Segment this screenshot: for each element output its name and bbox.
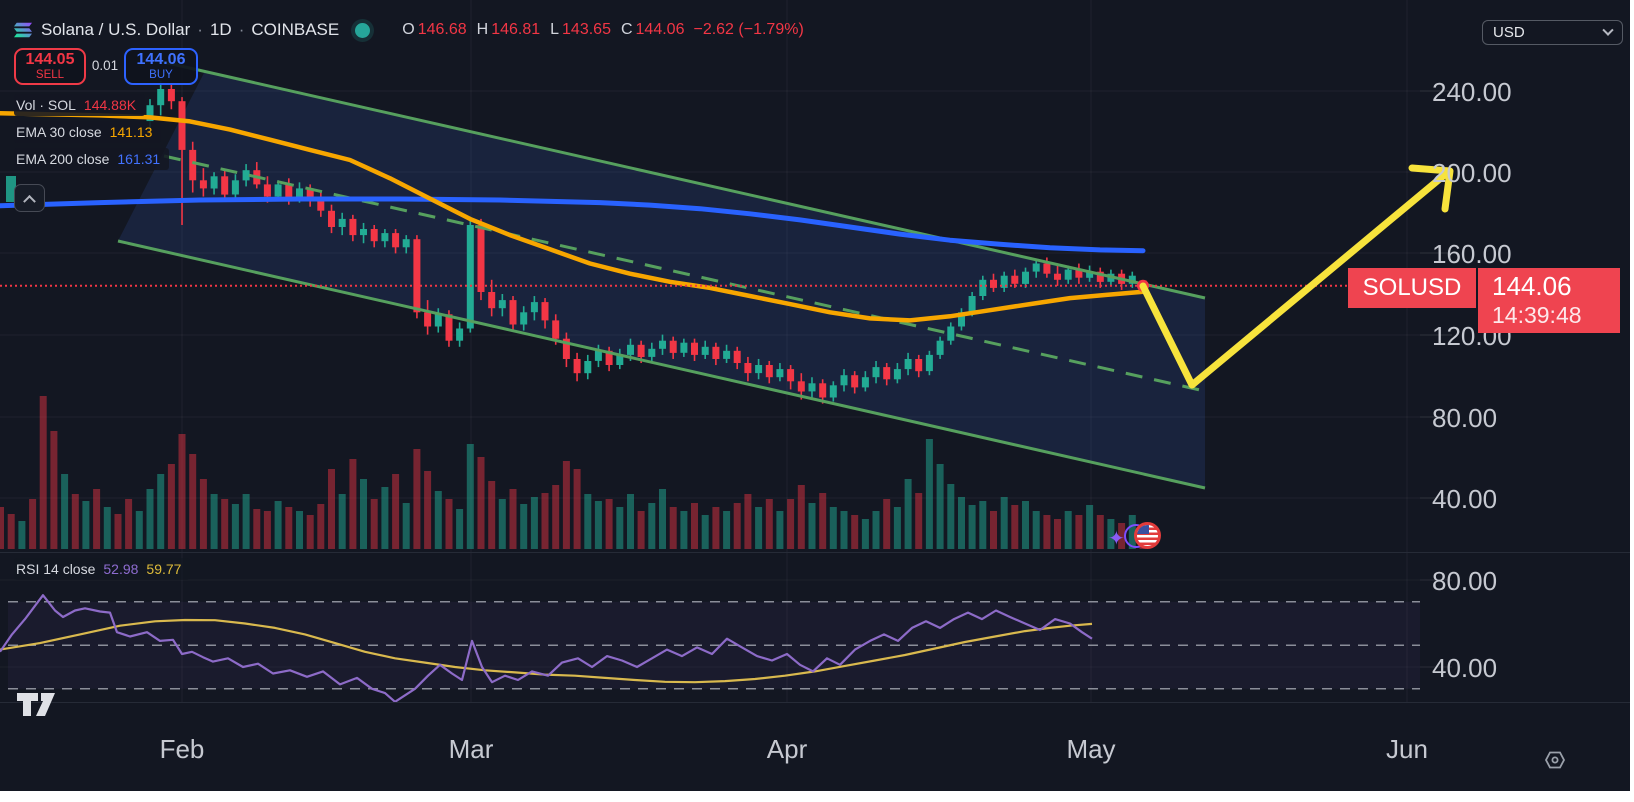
solana-logo-icon (14, 22, 32, 38)
separator: · (238, 20, 245, 39)
change-value: −2.62 (−1.79%) (693, 21, 804, 38)
countdown-timer: 14:39:48 (1492, 302, 1582, 328)
symbol-title[interactable]: Solana / U.S. Dollar (41, 20, 191, 39)
sell-label: SELL (35, 68, 65, 81)
exchange-label: COINBASE (251, 20, 340, 39)
close-label: C (620, 21, 633, 38)
time-tick-jun: Jun (1386, 734, 1428, 764)
price-tick: 160.00 (1432, 239, 1512, 269)
sell-price: 144.05 (25, 51, 75, 69)
high-value: 146.81 (491, 21, 541, 38)
sparkle-icon[interactable]: ✦ (1108, 528, 1125, 550)
buy-label: BUY (149, 68, 173, 81)
rsi-ma-value: 59.77 (146, 561, 182, 577)
buy-price: 144.06 (136, 51, 186, 69)
separator: · (197, 20, 203, 39)
ema30-label: EMA 30 close (16, 124, 102, 140)
tradingview-logo[interactable] (16, 692, 58, 718)
time-tick-may: May (1066, 734, 1116, 764)
symbol-price-tag: SOLUSD (1348, 268, 1476, 308)
rsi-legend[interactable]: RSI 14 close 52.98 59.77 (14, 558, 191, 580)
low-label: L (550, 21, 560, 38)
last-price: 144.06 (1492, 271, 1572, 301)
rsi-value: 52.98 (103, 561, 139, 577)
rsi-tick: 40.00 (1432, 653, 1498, 683)
chevron-down-icon (1602, 24, 1614, 36)
close-value: 144.06 (635, 21, 685, 38)
ema200-value: 161.31 (117, 151, 161, 167)
price-tick: 240.00 (1432, 77, 1512, 107)
low-value: 143.65 (562, 21, 611, 38)
collapse-legend-button[interactable] (14, 184, 45, 212)
market-status-icon[interactable] (355, 22, 371, 38)
spread-value: 0.01 (91, 58, 119, 73)
open-value: 146.68 (417, 21, 467, 38)
currency-value: USD (1493, 24, 1525, 41)
us-flag-icon[interactable] (1134, 522, 1161, 549)
time-tick-mar: Mar (448, 734, 494, 764)
high-label: H (476, 21, 489, 38)
interval-label[interactable]: 1D (209, 20, 232, 39)
ema30-legend[interactable]: EMA 30 close 141.13 (14, 121, 162, 143)
timeline-events: ✦ (1108, 520, 1168, 554)
buy-button[interactable]: 144.06 BUY (124, 48, 198, 85)
price-tick: 80.00 (1432, 403, 1498, 433)
settings-gear-icon[interactable] (1544, 749, 1566, 771)
rsi-tick: 80.00 (1432, 566, 1498, 596)
sell-button[interactable]: 144.05 SELL (14, 48, 86, 85)
symbol-header: Solana / U.S. Dollar · 1D · COINBASE O 1… (14, 20, 804, 40)
last-price-badge: 144.06 14:39:48 (1478, 268, 1620, 333)
chevron-up-icon (23, 194, 36, 208)
ema30-value: 141.13 (109, 124, 153, 140)
volume-legend[interactable]: Vol · SOL 144.88K (14, 94, 146, 116)
rsi-label: RSI 14 close (16, 561, 96, 577)
ema200-legend[interactable]: EMA 200 close 161.31 (14, 148, 170, 170)
ema200-label: EMA 200 close (16, 151, 110, 167)
price-tick: 40.00 (1432, 484, 1498, 514)
price-tick: 200.00 (1432, 158, 1512, 188)
time-tick-apr: Apr (766, 734, 808, 764)
volume-value: 144.88K (83, 97, 137, 113)
open-label: O (402, 21, 415, 38)
time-tick-feb: Feb (159, 734, 205, 764)
flag-canton (1137, 525, 1149, 534)
currency-dropdown[interactable]: USD (1482, 20, 1623, 45)
ohlc-values: O 146.68 H 146.81 L 143.65 C 144.06 −2.6… (392, 21, 804, 39)
volume-label: Vol · SOL (16, 97, 76, 113)
